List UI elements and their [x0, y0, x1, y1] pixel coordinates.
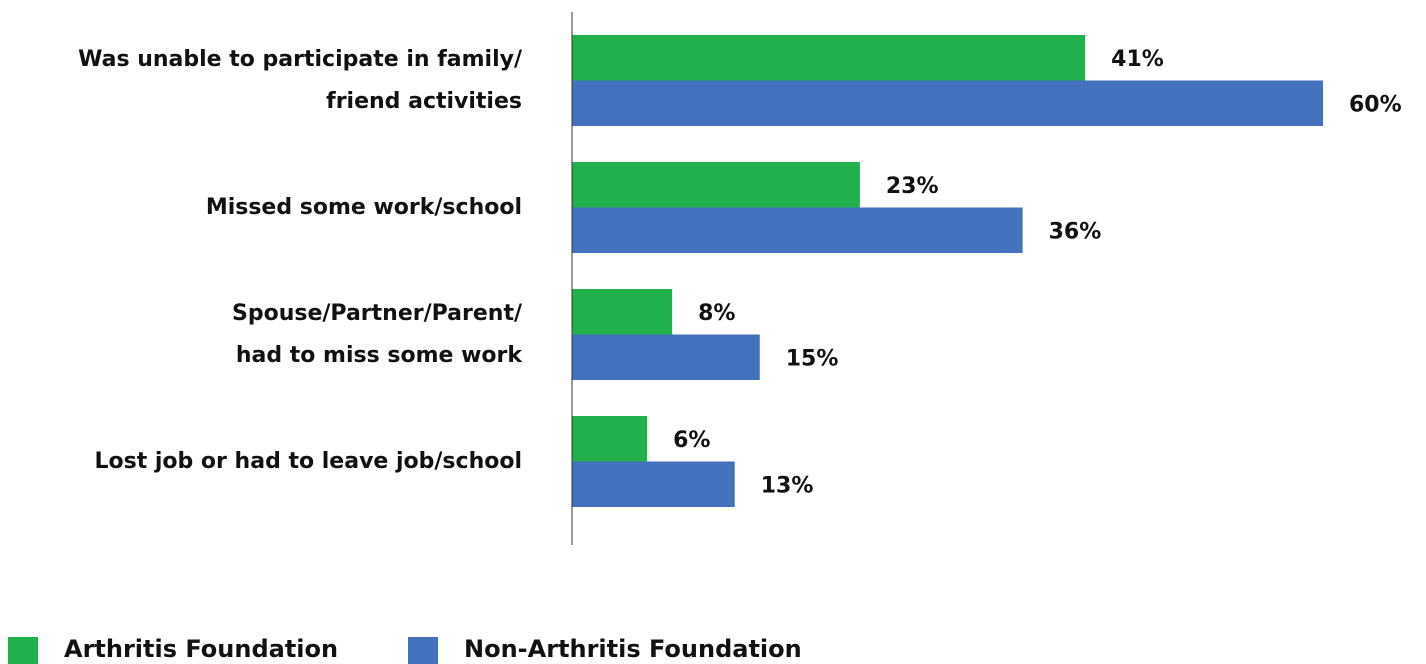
legend-swatch	[8, 637, 38, 664]
bar	[572, 334, 760, 380]
value-label: 15%	[786, 346, 839, 371]
category-label: Lost job or had to leave job/school	[94, 448, 522, 474]
category-label: Was unable to participate in family/ fri…	[78, 46, 522, 114]
bar	[572, 35, 1086, 81]
category-label: Spouse/Partner/Parent/ had to miss some …	[232, 300, 522, 368]
legend-label: Arthritis Foundation	[64, 635, 338, 663]
value-label: 60%	[1349, 92, 1402, 117]
value-label: 13%	[761, 473, 814, 498]
bar	[572, 461, 735, 507]
bar	[572, 416, 648, 462]
category-label: Missed some work/school	[205, 194, 522, 220]
bar	[572, 80, 1323, 126]
value-label: 36%	[1049, 219, 1102, 244]
value-label: 6%	[673, 428, 710, 453]
value-label: 41%	[1111, 47, 1164, 72]
value-label: 8%	[698, 301, 735, 326]
bar	[572, 289, 673, 335]
legend-swatch	[408, 637, 438, 664]
legend-label: Non-Arthritis Foundation	[464, 635, 802, 663]
value-label: 23%	[886, 174, 939, 199]
bar	[572, 207, 1023, 253]
bar	[572, 162, 860, 208]
